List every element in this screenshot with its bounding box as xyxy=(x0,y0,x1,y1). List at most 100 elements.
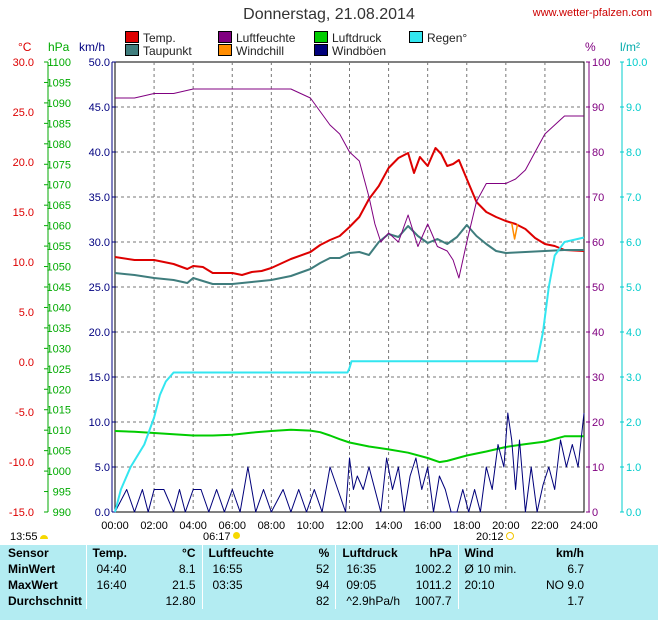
stats-press-value: 1011.2 xyxy=(415,578,452,592)
unit-humidity: % xyxy=(585,40,596,54)
stats-wind-value: 6.7 xyxy=(567,562,584,576)
y-tick-label: 1060 xyxy=(47,221,71,233)
y-tick-label: 5.0 xyxy=(19,307,34,319)
y-tick-label: 35.0 xyxy=(89,192,110,204)
stats-hum-time xyxy=(201,593,274,609)
stats-row-max: MaxWert 16:40 21.5 03:35 94 09:05 1011.2… xyxy=(0,577,590,593)
y-tick-label: 50 xyxy=(592,282,604,294)
x-tick-label: 14:00 xyxy=(375,520,403,532)
legend-label: Windchill xyxy=(236,44,285,58)
y-tick-label: 7.0 xyxy=(626,192,641,204)
stats-temp-time: 16:40 xyxy=(85,577,138,593)
y-tick-label: 80 xyxy=(592,147,604,159)
grid xyxy=(115,62,584,512)
site-link[interactable]: www.wetter-pfalzen.com xyxy=(532,7,652,19)
stats-press-time: 16:35 xyxy=(335,561,400,577)
x-tick-label: 18:00 xyxy=(453,520,481,532)
y-tick-label: 25.0 xyxy=(13,107,34,119)
x-tick-label: 04:00 xyxy=(179,520,207,532)
stats-header-press-unit: hPa xyxy=(429,546,452,560)
legend-label: Luftfeuchte xyxy=(236,31,296,45)
y-tick-label: 1085 xyxy=(47,118,71,130)
y-tick-label: 10 xyxy=(592,462,604,474)
y-tick-label: 20.0 xyxy=(13,157,34,169)
day-start-time: 13:55 xyxy=(10,531,38,543)
legend-pressure: Luftdruck xyxy=(314,31,381,45)
sunrise-time: 06:17 xyxy=(203,531,231,543)
legend-swatch xyxy=(409,31,423,43)
stats-wind-value: NO 9.0 xyxy=(545,578,584,592)
y-tick-label: 990 xyxy=(53,507,71,519)
stats-press-value: 1007.7 xyxy=(414,594,452,608)
stats-temp-value: 12.80 xyxy=(165,594,196,608)
stats-hum-value: 52 xyxy=(315,562,330,576)
series-line xyxy=(114,428,584,464)
legend-label: Luftdruck xyxy=(332,31,382,45)
stats-header-press: Luftdruck xyxy=(335,545,400,561)
stats-hum-value: 82 xyxy=(315,594,330,608)
x-tick-label: 22:00 xyxy=(531,520,559,532)
legend-windchill: Windchill xyxy=(218,44,284,58)
series-line xyxy=(115,88,584,279)
y-tick-label: 10.0 xyxy=(89,417,110,429)
series-line xyxy=(510,222,519,240)
y-tick-label: 1055 xyxy=(47,241,71,253)
y-tick-label: 1050 xyxy=(47,262,71,274)
legend-label: Regen° xyxy=(427,31,468,45)
day-start-marker: 13:55 xyxy=(10,531,48,543)
y-tick-label: 1065 xyxy=(47,200,71,212)
y-tick-label: 1000 xyxy=(47,466,71,478)
y-tick-label: 1005 xyxy=(47,446,71,458)
y-tick-label: -15.0 xyxy=(9,507,34,519)
legend-swatch xyxy=(314,44,328,56)
legend-temp: Temp. xyxy=(125,31,176,45)
sunset-marker: 20:12 xyxy=(476,531,514,543)
y-tick-label: 10.0 xyxy=(13,257,34,269)
y-tick-label: -10.0 xyxy=(9,457,34,469)
y-tick-label: 8.0 xyxy=(626,147,641,159)
series-layer xyxy=(114,88,585,513)
chart-title: Donnerstag, 21.08.2014 xyxy=(243,6,415,23)
y-tick-label: 40 xyxy=(592,327,604,339)
stats-header-wind: Wind xyxy=(457,545,524,561)
stats-temp-time xyxy=(85,593,138,609)
unit-wind: km/h xyxy=(79,40,106,54)
y-tick-label: 5.0 xyxy=(95,462,110,474)
series-line xyxy=(114,412,585,513)
y-tick-label: 0 xyxy=(592,507,598,519)
y-tick-label: 15.0 xyxy=(89,372,110,384)
y-tick-label: 1090 xyxy=(47,98,71,110)
stats-hum-value: 94 xyxy=(315,578,330,592)
stats-wind-value: 1.7 xyxy=(567,594,584,608)
stats-press-time: 09:05 xyxy=(335,577,400,593)
y-tick-label: 10.0 xyxy=(626,57,647,69)
y-tick-label: 30.0 xyxy=(13,57,34,69)
legend-label: Windböen xyxy=(332,44,387,58)
sunrise-marker: 06:17 xyxy=(203,531,240,543)
y-tick-label: 40.0 xyxy=(89,147,110,159)
y-tick-label: 1095 xyxy=(47,77,71,89)
stats-temp-value: 21.5 xyxy=(172,578,196,592)
x-tick-label: 10:00 xyxy=(297,520,325,532)
sun-icon xyxy=(39,535,48,539)
axes: 00:00 02:00 04:00 06:00 08:00 10:00 12:00 14:00… xyxy=(9,57,648,532)
stats-row-min: MinWert 04:40 8.1 16:55 52 16:35 1002.2 … xyxy=(0,561,590,577)
y-tick-label: -5.0 xyxy=(15,407,34,419)
stats-press-value: 1002.2 xyxy=(414,562,452,576)
legend-swatch xyxy=(218,31,232,43)
legend-swatch xyxy=(125,44,139,56)
sunset-time: 20:12 xyxy=(476,531,504,543)
y-tick-label: 1015 xyxy=(47,405,71,417)
series-line xyxy=(114,224,584,285)
y-tick-label: 70 xyxy=(592,192,604,204)
y-tick-label: 9.0 xyxy=(626,102,641,114)
stats-header-hum-unit: % xyxy=(318,546,330,560)
legend-humidity: Luftfeuchte xyxy=(218,31,295,45)
y-tick-label: 60 xyxy=(592,237,604,249)
x-tick-label: 20:00 xyxy=(492,520,520,532)
stats-header-row: Sensor Temp. °C Luftfeuchte % Luftdruck … xyxy=(0,545,590,561)
y-tick-label: 50.0 xyxy=(89,57,110,69)
stats-row-label: MinWert xyxy=(8,562,56,576)
stats-wind-time: 20:10 xyxy=(457,577,524,593)
y-tick-label: 0.0 xyxy=(626,507,641,519)
